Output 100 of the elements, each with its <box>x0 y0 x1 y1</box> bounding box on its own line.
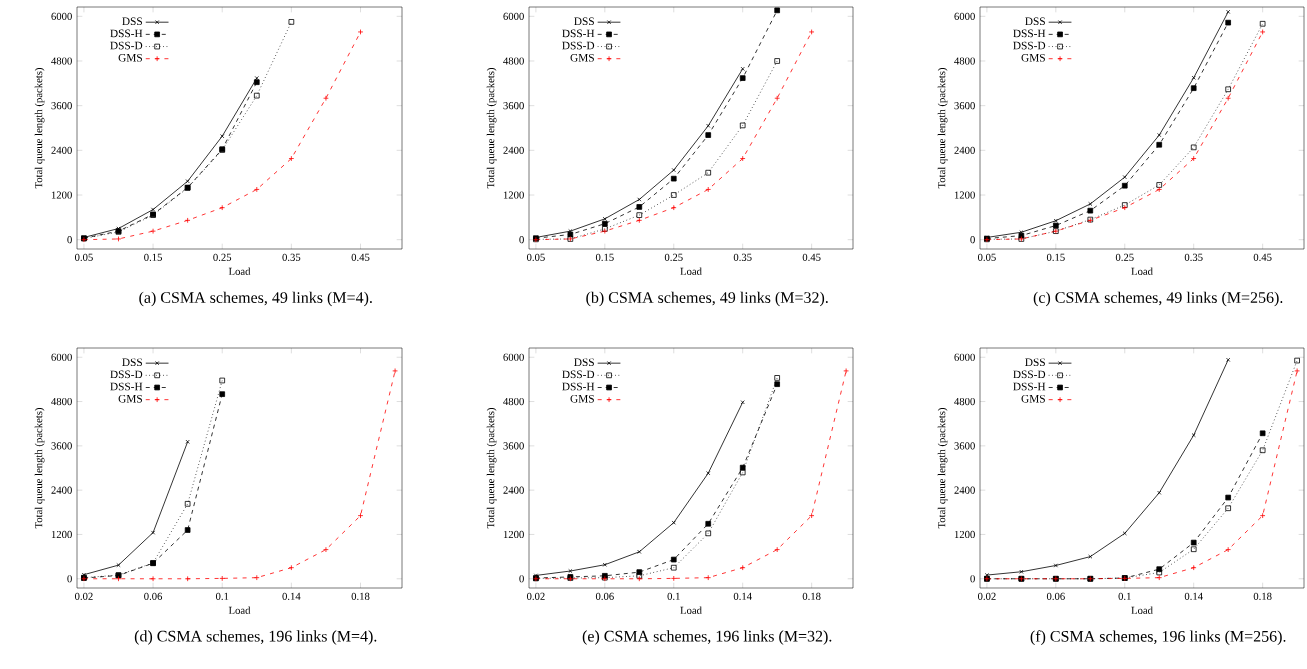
y-tick-label: 4800 <box>51 57 72 65</box>
x-tick-label: 0.15 <box>1046 253 1065 261</box>
y-tick-label: 2400 <box>954 486 975 494</box>
text: (c) CSMA schemes, 49 links (M=256). <box>1033 291 1283 307</box>
x-tick-label: 0.06 <box>1046 592 1065 600</box>
x-tick-label: 0.18 <box>1253 592 1272 600</box>
y-tick-label: 4800 <box>51 397 72 406</box>
x-tick-label: 0.05 <box>526 253 545 261</box>
x-tick-label: 0.18 <box>351 592 370 600</box>
legend-label: DSS <box>1025 358 1045 367</box>
legend-label: DSS-D <box>562 370 595 379</box>
legend-label: DSS-H <box>110 29 143 38</box>
y-axis-title: Total queue length (packets) <box>486 407 497 529</box>
legend-label: GMS <box>118 394 142 403</box>
x-tick-label: 0.1 <box>215 592 229 600</box>
y-tick-label: 6000 <box>503 353 524 361</box>
x-tick-label: 0.06 <box>144 592 163 600</box>
y-tick-label: 1200 <box>51 530 72 539</box>
x-tick-label: 0.14 <box>733 592 752 600</box>
legend-label: DSS <box>574 358 594 367</box>
y-tick-label: 0 <box>519 236 524 244</box>
x-axis-title: Load <box>680 606 702 614</box>
y-tick-label: 4800 <box>503 397 524 406</box>
x-tick-label: 0.05 <box>977 253 996 261</box>
y-tick-label: 0 <box>519 575 524 583</box>
x-tick-label: 0.25 <box>664 253 683 261</box>
x-tick-label: 0.15 <box>595 253 614 261</box>
legend-label: DSS-D <box>110 370 143 379</box>
text: (e) CSMA schemes, 196 links (M=32). <box>582 630 832 645</box>
legend-label: DSS-D <box>1013 370 1046 379</box>
y-axis-title: Total queue length (packets) <box>937 67 948 189</box>
x-tick-label: 0.35 <box>282 253 301 261</box>
x-tick-label: 0.45 <box>1253 253 1272 261</box>
legend-label: DSS-H <box>1013 29 1046 38</box>
y-axis-title: Total queue length (packets) <box>34 407 45 529</box>
y-axis-title: Total queue length (packets) <box>937 407 948 529</box>
x-axis-title: Load <box>228 606 251 614</box>
legend-label: DSS-H <box>562 29 595 38</box>
x-tick-label: 0.14 <box>1184 592 1203 600</box>
y-tick-label: 0 <box>970 575 975 583</box>
y-tick-label: 3600 <box>51 442 72 450</box>
legend-label: GMS <box>1021 53 1045 62</box>
legend-label: DSS-D <box>110 41 143 50</box>
legend-label: DSS <box>122 358 142 367</box>
x-tick-label: 0.1 <box>667 592 680 600</box>
legend-label: DSS-D <box>1013 41 1046 50</box>
x-tick-label: 0.45 <box>351 253 370 261</box>
legend-label: GMS <box>570 53 594 62</box>
legend-label: DSS-D <box>562 41 595 50</box>
x-tick-label: 0.14 <box>282 592 301 600</box>
y-tick-label: 0 <box>67 575 72 583</box>
y-tick-label: 3600 <box>954 442 975 450</box>
x-tick-label: 0.15 <box>144 253 162 261</box>
y-tick-label: 3600 <box>51 102 72 110</box>
y-tick-label: 1200 <box>954 191 975 199</box>
x-tick-label: 0.1 <box>1118 592 1131 600</box>
legend-label: DSS <box>122 17 142 26</box>
y-tick-label: 6000 <box>503 12 524 20</box>
y-tick-label: 3600 <box>503 102 524 110</box>
y-tick-label: 6000 <box>954 353 975 361</box>
legend-label: DSS <box>574 17 594 26</box>
legend-label: DSS <box>1025 17 1045 26</box>
legend-label: GMS <box>570 394 594 403</box>
y-tick-label: 1200 <box>503 530 524 539</box>
legend-label: DSS-H <box>110 382 143 391</box>
x-tick-label: 0.02 <box>74 592 93 600</box>
legend-label: GMS <box>1021 394 1045 403</box>
x-tick-label: 0.45 <box>802 253 821 261</box>
x-axis-title: Load <box>1131 606 1153 614</box>
x-tick-label: 0.35 <box>733 253 752 261</box>
y-tick-label: 6000 <box>51 12 72 20</box>
y-axis-title: Total queue length (packets) <box>486 67 497 189</box>
y-tick-label: 1200 <box>51 191 72 199</box>
text: (b) CSMA schemes, 49 links (M=32). <box>586 291 828 307</box>
legend-label: GMS <box>118 53 142 62</box>
x-tick-label: 0.05 <box>74 253 93 261</box>
x-tick-label: 0.35 <box>1184 253 1203 261</box>
y-tick-label: 2400 <box>503 486 524 494</box>
y-tick-label: 2400 <box>954 146 975 154</box>
x-axis-title: Load <box>228 267 251 275</box>
x-tick-label: 0.18 <box>802 592 821 600</box>
y-tick-label: 6000 <box>51 353 72 361</box>
y-tick-label: 2400 <box>51 486 72 494</box>
text: (f) CSMA schemes, 196 links (M=256). <box>1030 630 1286 645</box>
y-tick-label: 4800 <box>954 397 975 406</box>
y-tick-label: 0 <box>970 236 975 244</box>
x-axis-title: Load <box>680 267 702 275</box>
y-tick-label: 2400 <box>503 146 524 154</box>
x-tick-label: 0.25 <box>1115 253 1134 261</box>
x-tick-label: 0.25 <box>213 253 232 261</box>
y-tick-label: 1200 <box>954 530 975 539</box>
text: (a) CSMA schemes, 49 links (M=4). <box>139 291 372 307</box>
y-tick-label: 1200 <box>503 191 524 199</box>
y-tick-label: 3600 <box>954 102 975 110</box>
x-tick-label: 0.02 <box>977 592 996 600</box>
y-tick-label: 6000 <box>954 12 975 20</box>
y-tick-label: 4800 <box>503 57 524 65</box>
x-tick-label: 0.06 <box>595 592 614 600</box>
y-tick-label: 2400 <box>51 146 72 154</box>
text: (d) CSMA schemes, 196 links (M=4). <box>134 630 377 645</box>
